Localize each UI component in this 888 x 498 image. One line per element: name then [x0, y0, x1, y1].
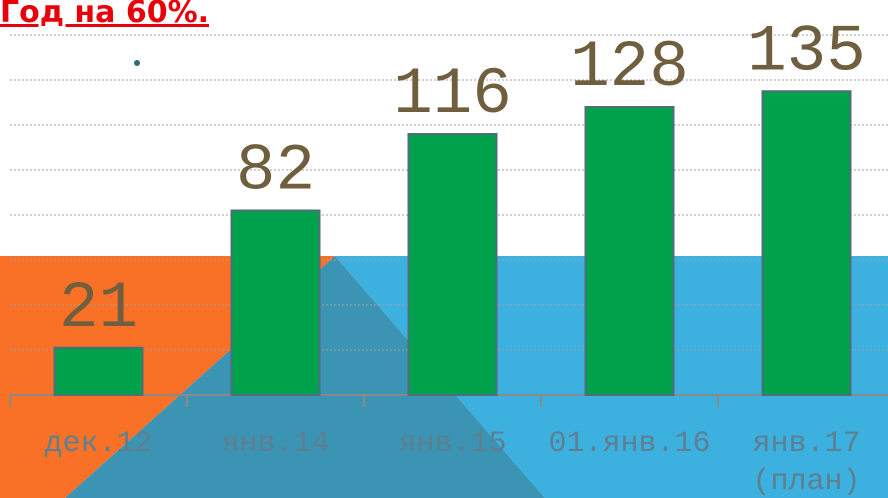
chart-title: Год на 60%.: [0, 0, 209, 30]
data-label: 116: [393, 57, 512, 132]
data-label: 128: [570, 30, 689, 105]
data-label: 21: [59, 271, 138, 346]
bar: [53, 346, 144, 396]
x-tick-label: 01.янв.16: [548, 427, 710, 461]
x-tick-label: янв.15: [398, 427, 506, 461]
bar: [407, 133, 498, 396]
bullet: [134, 60, 140, 66]
bar: [584, 106, 675, 396]
x-tick-label: янв.14: [221, 427, 329, 461]
bar: [230, 209, 321, 396]
bar: [761, 90, 852, 396]
x-tick-label: дек.12: [44, 427, 152, 461]
x-tick-label: янв.17 (план): [752, 427, 860, 498]
data-label: 135: [747, 14, 866, 89]
data-label: 82: [236, 134, 315, 209]
